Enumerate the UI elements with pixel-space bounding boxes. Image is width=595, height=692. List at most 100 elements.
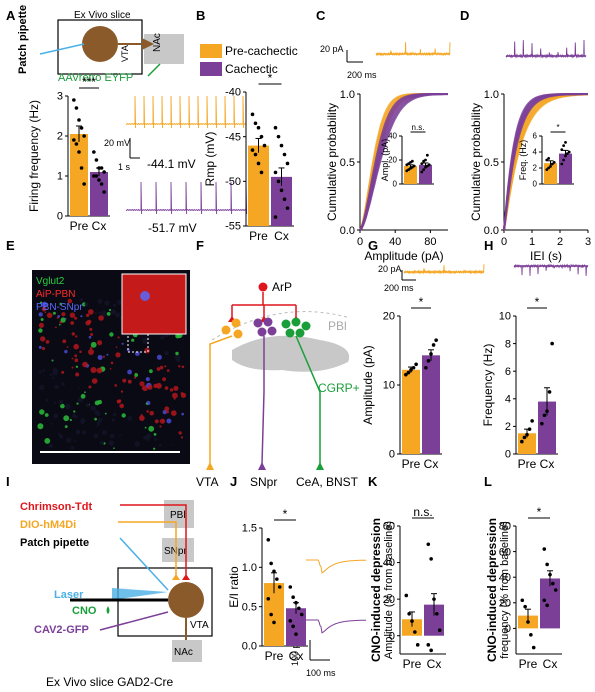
y-tick-label: 0 [389, 449, 395, 461]
signal-dot [85, 403, 90, 408]
micrograph-E: Vglut2 AiP-PBN PBN-SNpr [32, 270, 190, 464]
data-point [424, 158, 427, 162]
x-tick-label: Pre [249, 229, 268, 243]
signal-dot [149, 369, 153, 374]
data-point [74, 142, 79, 146]
panel-label-C: C [316, 8, 326, 23]
signal-dot [96, 367, 103, 374]
signal-dot [117, 300, 123, 305]
data-point [102, 190, 106, 194]
data-point [410, 619, 414, 623]
signal-dot [139, 381, 145, 387]
signal-dot [38, 322, 45, 328]
data-point [92, 150, 96, 154]
y-tick-label: 6 [533, 132, 538, 141]
bar-cx [286, 608, 306, 646]
y-axis-label: Amplitude (pA) [361, 345, 375, 424]
signal-dot [109, 368, 112, 370]
x-tick-label: Cx [543, 657, 558, 671]
signal-dot [90, 341, 97, 348]
signal-dot [97, 298, 103, 304]
trace-J-cx [306, 619, 366, 634]
signal-dot [154, 419, 159, 424]
y-tick-label: 0 [57, 211, 63, 223]
panel-label-K: K [368, 474, 378, 489]
legend: Pre-cachectic Cachectic [200, 44, 298, 76]
y-axis-label-2: frequency (% from baseline) [499, 521, 511, 659]
data-point [429, 352, 433, 356]
cea-projection [295, 335, 321, 464]
data-point [564, 154, 567, 158]
data-point [99, 182, 104, 186]
data-point [285, 161, 290, 166]
signal-dot [181, 338, 184, 341]
y-tick-label: 3 [57, 91, 63, 103]
signal-dot [156, 354, 162, 360]
series-pre-line [503, 93, 588, 231]
signal-dot [115, 352, 121, 358]
signal-dot [109, 332, 114, 337]
scalebar-G: 20 pA 200 ms [378, 264, 416, 293]
vta-arrow [206, 462, 214, 470]
data-point [426, 359, 431, 363]
y-tick-label: 8 [505, 338, 511, 350]
y-axis-label: Ampl. (pA) [380, 139, 390, 182]
data-point [427, 163, 431, 167]
scale-v-label: 20 mV [104, 138, 130, 148]
data-point [525, 432, 529, 437]
schematic-I: PBl SNpr VTA NAc Chrimson-Tdt DIO-hM4Di … [20, 500, 213, 689]
data-point [545, 168, 549, 172]
signal-dot [81, 430, 87, 435]
data-point [425, 153, 429, 157]
y-tick-label: 60 [383, 521, 395, 533]
inset-zoom [121, 273, 187, 335]
data-point [277, 585, 282, 589]
label-aip-pbn: AiP-PBN [36, 289, 75, 300]
series-cx-line [359, 93, 448, 231]
series-cx-line [503, 93, 588, 231]
panel-label-B: B [196, 8, 205, 23]
data-point [276, 179, 281, 184]
x-tick-label: Cx [289, 649, 304, 663]
bar-cx [424, 604, 444, 636]
signal-dot [38, 328, 43, 333]
data-point [79, 126, 84, 130]
y-axis-label: Firing frequency (Hz) [27, 100, 41, 212]
signal-dot [153, 433, 157, 436]
signal-dot [115, 346, 118, 349]
signal-dot [41, 306, 47, 312]
y-tick-label: 6 [505, 366, 511, 378]
signal-dot [99, 440, 104, 445]
data-point [547, 166, 551, 170]
data-point [279, 143, 284, 148]
data-point [435, 611, 439, 616]
y-tick-label: 1 [57, 171, 63, 183]
data-point [560, 162, 564, 166]
bar-cx [559, 153, 572, 184]
data-point [431, 343, 436, 347]
signal-dot [181, 412, 184, 416]
signal-dot [146, 410, 149, 413]
signal-dot [80, 419, 86, 424]
signal-dot [74, 440, 77, 443]
y-tick-label: 0.5 [484, 157, 499, 169]
data-point [74, 106, 79, 110]
signal-dot [96, 425, 99, 428]
signal-dot [84, 302, 89, 307]
signal-dot [110, 361, 114, 365]
scale-t-label: 1 s [118, 162, 131, 172]
virus-label: AAVretro EYFP [58, 72, 133, 84]
bar-pre [402, 369, 420, 454]
out-snpr-label: SNpr [250, 475, 277, 489]
data-point [565, 152, 569, 156]
signal-dot [134, 441, 140, 447]
signal-dot [134, 373, 139, 377]
signal-dot [44, 311, 47, 314]
panel-label-A: A [6, 8, 16, 23]
bar-chart-k: 0 20 40 60 Pre Cx n.s. CNO-induced depression Am… [369, 505, 446, 671]
data-point [523, 604, 527, 609]
data-point [553, 588, 558, 592]
data-point [97, 178, 101, 182]
signal-dot [97, 340, 103, 346]
